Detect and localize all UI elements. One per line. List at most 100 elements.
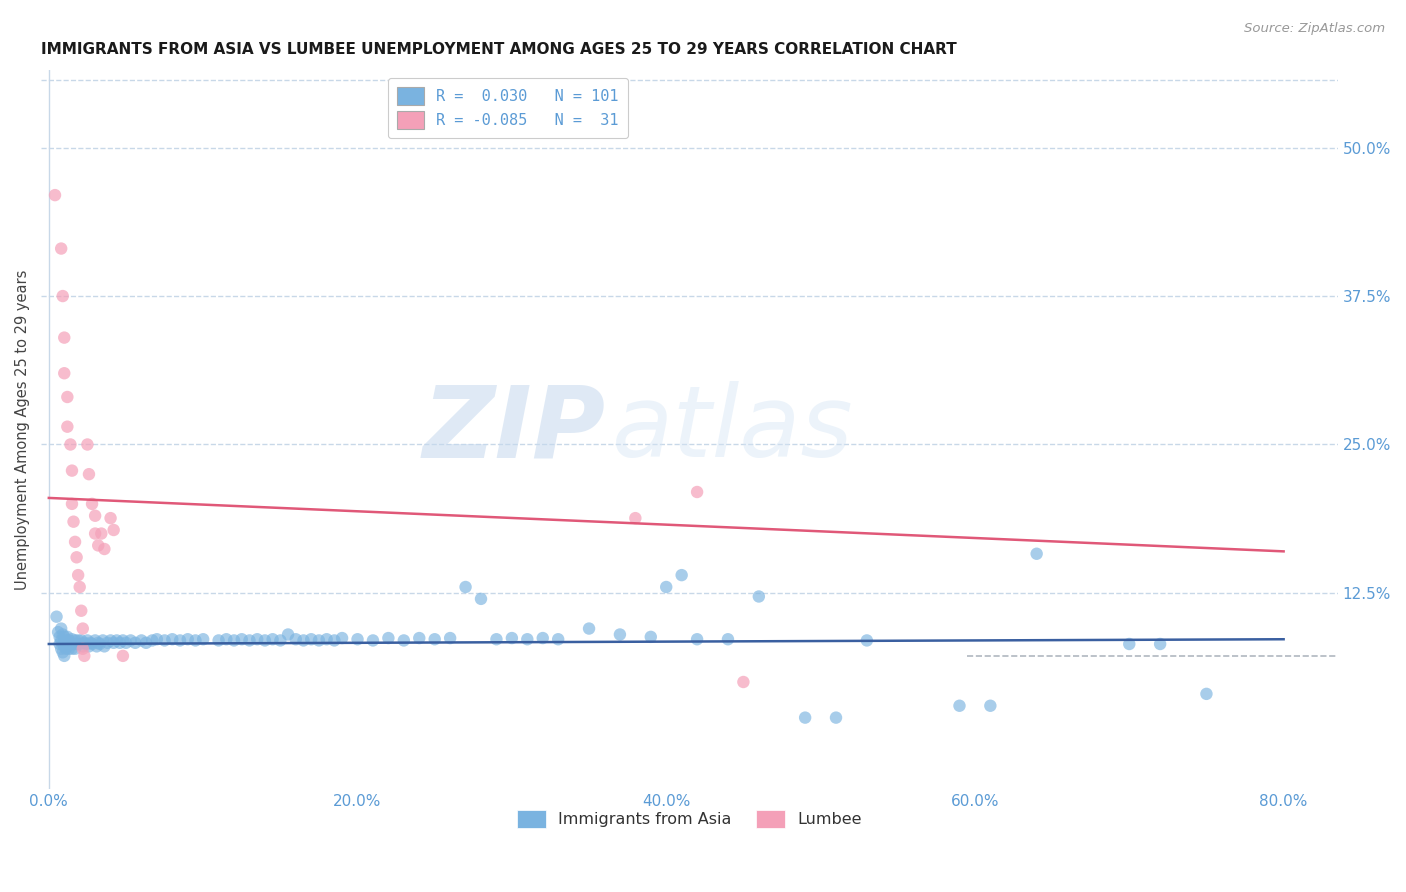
Point — [56, 390, 79, 404]
Text: atlas: atlas — [612, 381, 853, 478]
Point — [207, 633, 229, 648]
Point — [177, 632, 200, 647]
Point — [65, 550, 87, 565]
Point — [87, 636, 110, 650]
Point — [91, 633, 114, 648]
Point — [100, 511, 122, 525]
Point — [53, 366, 76, 380]
Point — [58, 633, 80, 648]
Point — [262, 632, 284, 647]
Point — [269, 633, 291, 648]
Point — [44, 188, 66, 202]
Point — [299, 632, 322, 647]
Point — [146, 632, 169, 647]
Point — [72, 640, 94, 654]
Point — [55, 633, 77, 648]
Point — [56, 640, 79, 654]
Point — [733, 675, 755, 690]
Point — [624, 511, 647, 525]
Point — [77, 467, 100, 482]
Point — [90, 526, 112, 541]
Point — [253, 633, 276, 648]
Point — [215, 632, 238, 647]
Point — [120, 633, 142, 648]
Y-axis label: Unemployment Among Ages 25 to 29 years: Unemployment Among Ages 25 to 29 years — [15, 269, 30, 590]
Point — [70, 604, 93, 618]
Point — [655, 580, 678, 594]
Point — [63, 633, 86, 648]
Point — [825, 711, 848, 725]
Point — [1195, 687, 1218, 701]
Point — [67, 568, 90, 582]
Point — [53, 330, 76, 344]
Point — [52, 289, 75, 303]
Point — [1025, 547, 1047, 561]
Point — [60, 641, 83, 656]
Point — [86, 640, 108, 654]
Point — [323, 633, 346, 648]
Point — [162, 632, 184, 647]
Point — [315, 632, 337, 647]
Point — [671, 568, 693, 582]
Point — [124, 636, 146, 650]
Point — [979, 698, 1001, 713]
Point — [284, 632, 307, 647]
Point — [84, 526, 107, 541]
Point — [111, 648, 134, 663]
Point — [131, 633, 153, 648]
Point — [169, 633, 191, 648]
Point — [63, 534, 86, 549]
Point — [392, 633, 415, 648]
Point — [70, 633, 93, 648]
Point — [52, 637, 75, 651]
Point — [46, 625, 69, 640]
Point — [96, 636, 118, 650]
Text: ZIP: ZIP — [422, 381, 605, 478]
Point — [111, 633, 134, 648]
Point — [277, 627, 299, 641]
Point — [79, 636, 101, 650]
Point — [72, 622, 94, 636]
Point — [377, 631, 399, 645]
Point — [231, 632, 253, 647]
Point — [75, 637, 97, 651]
Point — [346, 632, 368, 647]
Point — [80, 497, 103, 511]
Legend: Immigrants from Asia, Lumbee: Immigrants from Asia, Lumbee — [510, 804, 869, 835]
Text: IMMIGRANTS FROM ASIA VS LUMBEE UNEMPLOYMENT AMONG AGES 25 TO 29 YEARS CORRELATIO: IMMIGRANTS FROM ASIA VS LUMBEE UNEMPLOYM… — [41, 42, 957, 57]
Point — [423, 632, 446, 647]
Point — [794, 711, 817, 725]
Point — [439, 631, 461, 645]
Point — [408, 631, 430, 645]
Point — [60, 632, 83, 647]
Point — [55, 641, 77, 656]
Point — [153, 633, 176, 648]
Point — [93, 541, 115, 556]
Point — [72, 641, 94, 656]
Point — [59, 437, 82, 451]
Point — [76, 437, 98, 451]
Point — [115, 636, 138, 650]
Point — [135, 636, 157, 650]
Point — [67, 633, 90, 648]
Point — [609, 627, 631, 641]
Point — [717, 632, 740, 647]
Point — [84, 508, 107, 523]
Point — [184, 633, 207, 648]
Point — [193, 632, 215, 647]
Point — [105, 633, 128, 648]
Point — [51, 622, 73, 636]
Point — [485, 632, 508, 647]
Point — [51, 641, 73, 656]
Point — [52, 645, 75, 659]
Point — [51, 633, 73, 648]
Point — [222, 633, 245, 648]
Point — [48, 637, 70, 651]
Point — [454, 580, 477, 594]
Point — [53, 630, 76, 644]
Point — [59, 637, 82, 651]
Point — [87, 538, 110, 552]
Point — [60, 464, 83, 478]
Point — [77, 640, 100, 654]
Point — [53, 640, 76, 654]
